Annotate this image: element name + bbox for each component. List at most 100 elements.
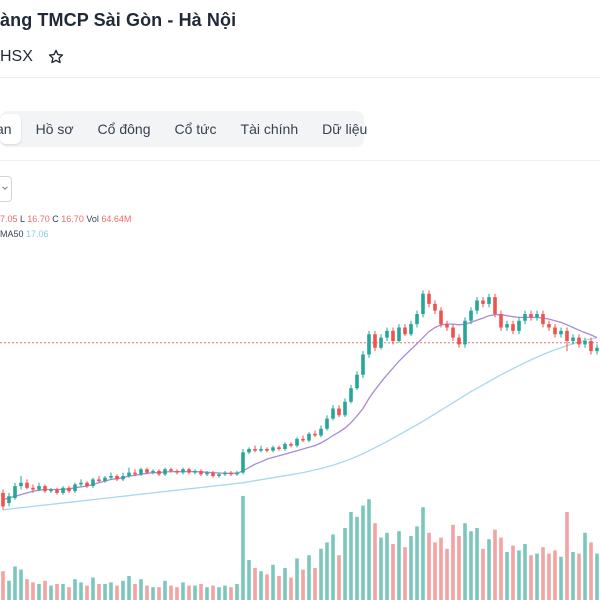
volume-bar — [217, 587, 221, 600]
volume-bar — [337, 555, 341, 600]
volume-bar — [19, 569, 23, 600]
volume-bar — [277, 576, 281, 600]
volume-bar — [523, 544, 527, 600]
candle-body — [499, 314, 503, 328]
candle-body — [331, 408, 335, 419]
candle-body — [271, 447, 275, 451]
volume-bar — [229, 587, 233, 600]
candle-body — [139, 469, 143, 475]
interval-dropdown[interactable] — [0, 176, 12, 202]
volume-bar — [451, 524, 455, 600]
volume-bar — [37, 584, 41, 600]
volume-bar — [301, 569, 305, 600]
tab-overview[interactable]: an — [0, 114, 21, 144]
candle-body — [187, 469, 191, 473]
candle-body — [529, 314, 533, 318]
exchange-row: HSX — [0, 46, 65, 68]
volume-bar — [223, 585, 227, 600]
volume-bar — [55, 584, 59, 600]
tab-data[interactable]: Dữ liệu — [322, 121, 368, 137]
candle-body — [37, 486, 41, 490]
star-outline-icon[interactable] — [47, 48, 65, 66]
candle-body — [73, 484, 77, 492]
volume-bar — [391, 544, 395, 600]
candle-body — [355, 374, 359, 389]
volume-bar — [121, 580, 125, 600]
candle-body — [439, 310, 443, 325]
volume-bar — [343, 528, 347, 600]
candle-body — [535, 314, 539, 318]
candle-body — [523, 314, 527, 321]
candle-body — [67, 487, 71, 492]
candle-body — [409, 324, 413, 335]
candle-body — [1, 492, 5, 507]
ma50-label: MA50 — [0, 229, 24, 239]
volume-bar — [169, 585, 173, 600]
volume-bar — [463, 523, 467, 600]
candle-body — [79, 482, 83, 485]
candle-body — [163, 469, 167, 475]
candle-body — [541, 314, 545, 325]
volume-bar — [361, 505, 365, 600]
volume-bar — [367, 499, 371, 600]
volume-bar — [157, 587, 161, 600]
candle-body — [493, 297, 497, 314]
volume-bar — [319, 548, 323, 600]
volume-bar — [49, 585, 53, 600]
candle-body — [373, 334, 377, 348]
candle-body — [127, 472, 131, 476]
candle-body — [31, 487, 35, 490]
candle-body — [565, 330, 569, 341]
volume-bar — [547, 553, 551, 600]
volume-bar — [67, 587, 71, 600]
candle-body — [595, 347, 599, 352]
volume-bar — [235, 584, 239, 600]
volume-bar — [559, 556, 563, 600]
volume-bar — [409, 536, 413, 600]
volume-bar — [511, 545, 515, 600]
volume-bar — [439, 537, 443, 600]
candle-body — [235, 472, 239, 475]
volume-bar — [529, 555, 533, 600]
candle-body — [481, 300, 485, 304]
candle-body — [13, 486, 17, 498]
volume-bar — [253, 568, 257, 600]
volume-bar — [349, 512, 353, 600]
volume-bar — [541, 547, 545, 600]
candle-body — [403, 327, 407, 335]
volume-bar — [427, 532, 431, 600]
tab-financials[interactable]: Tài chính — [240, 121, 299, 137]
candle-body — [181, 469, 185, 473]
volume-bar — [565, 512, 569, 600]
price-chart[interactable] — [0, 240, 600, 600]
tab-profile[interactable]: Hồ sơ — [35, 121, 74, 137]
volume-bar — [487, 539, 491, 600]
volume-bar — [469, 531, 473, 600]
volume-bar — [355, 516, 359, 600]
candle-body — [343, 401, 347, 416]
candle-body — [367, 334, 371, 355]
candle-body — [241, 452, 245, 473]
volume-bar — [43, 580, 47, 600]
tab-bar: an Hồ sơ Cổ đông Cổ tức Tài chính Dữ liệ… — [0, 111, 367, 147]
candle-body — [265, 449, 269, 451]
candle-body — [397, 327, 401, 341]
tab-label: an — [0, 121, 12, 137]
volume-bar — [499, 537, 503, 600]
volume-bar — [415, 526, 419, 600]
candle-body — [505, 324, 509, 328]
tab-shareholders[interactable]: Cổ đông — [97, 121, 151, 137]
volume-bar — [331, 534, 335, 600]
volume-bar — [151, 587, 155, 600]
candle-body — [145, 469, 149, 473]
volume-bar — [61, 584, 65, 600]
candle-body — [577, 337, 581, 345]
tab-dividends[interactable]: Cổ tức — [174, 121, 217, 137]
candle-body — [217, 474, 221, 476]
candle-body — [85, 482, 89, 487]
candle-body — [289, 443, 293, 446]
candle-body — [91, 479, 95, 487]
vol-label: Vol — [86, 214, 99, 224]
volume-bar — [109, 582, 113, 600]
candle-body — [547, 324, 551, 328]
